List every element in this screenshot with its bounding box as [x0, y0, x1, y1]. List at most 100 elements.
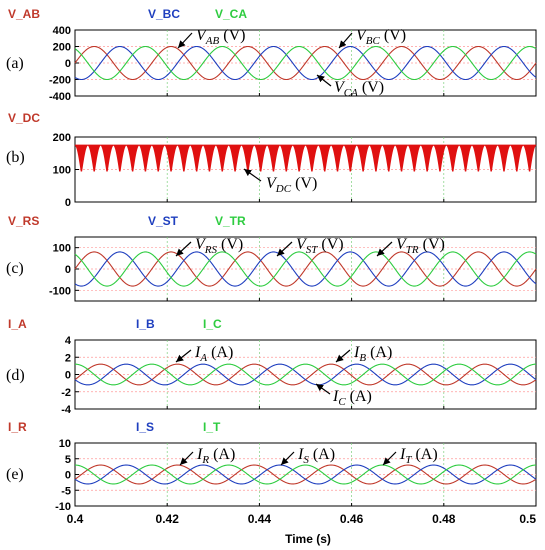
x-tick-label: 0.46	[340, 512, 364, 526]
y-tick-label: 100	[53, 165, 71, 177]
annotation-arrow	[376, 241, 393, 257]
annotation-unit: (V)	[291, 175, 317, 192]
x-tick-label: 0.4	[67, 512, 84, 526]
annotation-arrow	[179, 451, 194, 466]
panel-4: 420-2-4I_A I_B I_C(d)IA (A) IB (A)IC (A)	[6, 317, 537, 416]
y-tick-label: 0	[65, 197, 71, 209]
y-tick-label: 0	[65, 370, 71, 382]
annotation-unit: (A)	[309, 446, 335, 463]
annotation-symbol: I	[297, 446, 304, 463]
annotation-symbol: I	[194, 344, 201, 361]
panel-label: (d)	[6, 367, 25, 384]
annotation-arrow	[338, 32, 353, 49]
annotation-label: IA (A)	[194, 344, 233, 364]
annotation-subscript: CA	[344, 87, 358, 99]
annotation-arrow	[175, 349, 192, 363]
panel-label: (c)	[6, 260, 24, 277]
legend-label: V_BC	[148, 7, 180, 21]
annotation-label: VBC (V)	[356, 27, 406, 47]
series-line-v-dc	[74, 144, 537, 172]
annotation-label: IT (A)	[399, 446, 438, 466]
legend-label: V_AB	[8, 7, 40, 21]
y-tick-label: -400	[49, 91, 71, 103]
legend-label: V_DC	[8, 111, 40, 125]
annotation-arrow	[335, 349, 351, 363]
annotation-arrow	[280, 451, 295, 466]
series-line-i-c	[74, 363, 537, 386]
legend-label: I_C	[203, 317, 222, 331]
annotation-unit: (A)	[207, 344, 233, 361]
annotation-subscript: B	[359, 352, 366, 364]
annotation-unit: (V)	[380, 27, 406, 44]
annotation-label: VST (V)	[296, 236, 344, 256]
annotation-symbol: V	[396, 236, 408, 253]
y-tick-label: 400	[53, 25, 71, 37]
panel-2: 200 100 0 V_DC (b) VDC (V)	[6, 111, 537, 209]
annotation-unit: (A)	[366, 344, 392, 361]
x-tick-label: 0.5	[519, 512, 536, 526]
x-tick-label: 0.42	[156, 512, 180, 526]
y-tick-label: -4	[61, 404, 72, 416]
series-line-i-s	[74, 464, 537, 485]
annotation-label: VCA (V)	[334, 79, 384, 99]
y-tick-label: -10	[55, 501, 71, 513]
y-tick-label: 200	[53, 42, 71, 54]
annotation-label: VAB (V)	[196, 27, 245, 47]
y-tick-label: -5	[61, 485, 71, 497]
annotation-symbol: I	[332, 388, 339, 405]
annotation-label: IB (A)	[353, 344, 392, 364]
annotation-subscript: DC	[275, 183, 292, 195]
annotation-subscript: C	[338, 396, 346, 408]
panel-label: (e)	[6, 466, 24, 483]
annotation-unit: (V)	[317, 236, 343, 253]
annotation-arrow	[315, 383, 331, 395]
annotation-unit: (V)	[217, 236, 243, 253]
annotation-arrow	[382, 451, 397, 466]
annotation-label: VTR (V)	[396, 236, 445, 256]
legend-label: I_B	[136, 317, 155, 331]
annotation-subscript: ST	[306, 244, 319, 256]
annotation-symbol: V	[296, 236, 308, 253]
y-tick-label: 4	[65, 335, 72, 347]
x-tick-label: 0.48	[432, 512, 456, 526]
annotation-subscript: R	[201, 454, 209, 466]
annotation-unit: (V)	[419, 236, 445, 253]
annotation-symbol: I	[196, 446, 203, 463]
series-line-i-b	[74, 363, 537, 386]
series-line-i-t	[74, 464, 537, 485]
y-tick-label: -2	[61, 387, 71, 399]
annotation-subscript: T	[405, 454, 412, 466]
panel-label: (b)	[6, 149, 25, 166]
annotation-label: IR (A)	[196, 446, 235, 466]
annotation-subscript: BC	[366, 35, 381, 47]
legend-label: V_CA	[215, 7, 247, 21]
annotation-subscript: TR	[406, 244, 419, 256]
y-tick-label: 0	[65, 470, 71, 482]
annotation-unit: (V)	[219, 27, 245, 44]
annotation-symbol: V	[334, 79, 346, 96]
x-tick-label: 0.44	[248, 512, 272, 526]
y-tick-label: 0	[65, 58, 71, 70]
y-tick-label: -100	[49, 285, 71, 297]
annotation-arrow	[316, 74, 332, 87]
annotation-arrow	[276, 241, 293, 257]
legend-label: I_S	[136, 420, 154, 434]
annotation-symbol: I	[353, 344, 360, 361]
legend-label: I_R	[8, 420, 27, 434]
annotation-unit: (A)	[209, 446, 235, 463]
annotation-subscript: A	[199, 352, 207, 364]
y-tick-label: 10	[59, 438, 71, 450]
annotation-unit: (V)	[358, 79, 384, 96]
series-line-v-st	[74, 251, 537, 287]
annotation-symbol: V	[196, 27, 208, 44]
y-tick-label: 100	[53, 243, 71, 255]
legend-label: V_TR	[215, 214, 246, 228]
legend-label: V_RS	[8, 214, 39, 228]
annotation-unit: (A)	[346, 388, 372, 405]
annotation-unit: (A)	[411, 446, 437, 463]
annotation-label: VDC (V)	[266, 175, 317, 195]
annotation-label: IS (A)	[297, 446, 335, 466]
series-line-v-bc	[74, 45, 537, 81]
